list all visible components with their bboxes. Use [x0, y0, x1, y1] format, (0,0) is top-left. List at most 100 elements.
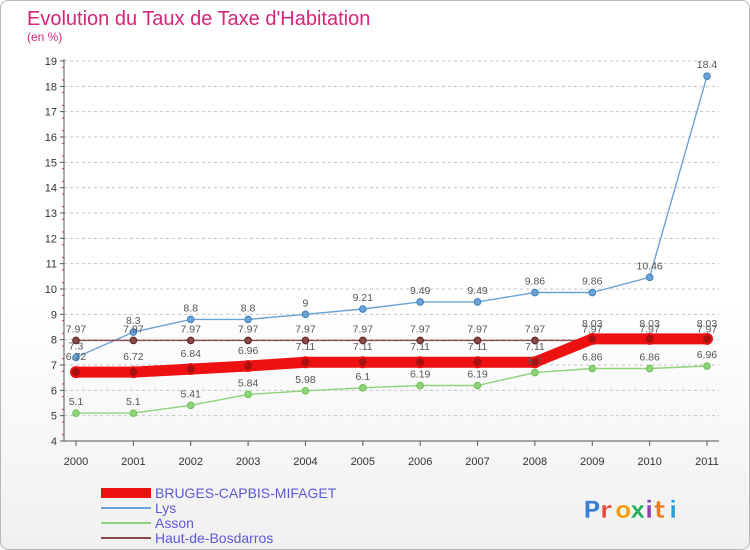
y-tick-label: 9: [51, 309, 57, 321]
data-label: 8.03: [697, 318, 718, 330]
data-point: [471, 356, 484, 369]
chart-subtitle: (en %): [27, 30, 62, 44]
data-point: [301, 310, 310, 319]
legend-label: BRUGES-CAPBIS-MIFAGET: [155, 485, 337, 501]
data-point: [72, 409, 80, 417]
data-label: 7.11: [468, 341, 488, 353]
data-point: [301, 387, 310, 395]
data-point: [528, 356, 541, 369]
data-point: [127, 366, 140, 379]
chart-title: Evolution du Taux de Taxe d'Habitation: [27, 8, 370, 30]
data-label: 18.4: [697, 59, 718, 71]
data-point: [701, 332, 713, 345]
data-label: 6.96: [238, 345, 259, 357]
data-label: 7.97: [353, 323, 374, 335]
y-tick-label: 8: [51, 335, 57, 347]
x-tick-label: 2004: [293, 456, 317, 468]
data-point: [703, 362, 711, 370]
y-tick-label: 4: [51, 436, 57, 448]
data-label: 6.7: [528, 356, 543, 368]
data-label: 6.84: [181, 348, 202, 360]
data-label: 7.97: [238, 323, 259, 335]
x-tick-label: 2002: [178, 456, 202, 468]
y-tick-label: 18: [45, 81, 57, 93]
data-point: [299, 356, 312, 369]
data-label: 6.1: [356, 371, 371, 383]
logo-letter: o: [615, 496, 632, 524]
y-tick-label: 12: [45, 233, 57, 245]
data-point: [416, 381, 424, 390]
series-line-bruges-capbis-mifaget: [70, 333, 713, 378]
data-label: 7.97: [123, 323, 144, 335]
data-label: 9.49: [410, 285, 431, 297]
y-tick-label: 11: [46, 259, 57, 271]
x-tick-label: 2011: [695, 456, 719, 468]
data-label: 9.86: [582, 276, 603, 288]
data-point: [645, 273, 654, 282]
data-label: 9: [303, 297, 309, 309]
data-point: [72, 336, 80, 345]
data-point: [531, 336, 539, 345]
data-label: 7.11: [353, 341, 373, 353]
data-label: 5.1: [69, 396, 84, 408]
x-tick-label: 2003: [236, 456, 260, 468]
y-tick-label: 15: [45, 157, 57, 169]
data-label: 6.19: [467, 369, 488, 381]
legend: BRUGES-CAPBIS-MIFAGETLysAssonHaut-de-Bos…: [101, 485, 337, 546]
legend-label: Asson: [155, 515, 194, 531]
data-point: [72, 353, 80, 362]
data-label: 8.8: [183, 302, 198, 314]
data-label: 6.72: [66, 351, 87, 363]
logo-letter: x: [630, 496, 646, 524]
data-label: 9.49: [467, 285, 488, 297]
x-tick-label: 2006: [408, 456, 432, 468]
data-label: 7.11: [296, 341, 316, 353]
data-label: 7.97: [639, 323, 660, 335]
data-point: [703, 72, 711, 80]
data-label-layer: 6.72 6.72 6.84 6.96 7.11 7.11 7.11 7.11 7.11 8.03…: [66, 59, 718, 408]
data-point: [416, 298, 424, 306]
x-tick-label: 2007: [465, 456, 489, 468]
data-point: [359, 384, 367, 392]
data-point: [473, 381, 482, 390]
data-label: 10.46: [636, 260, 662, 272]
data-label: 7.97: [525, 323, 546, 335]
y-tick-label: 17: [45, 107, 57, 119]
data-label: 5.84: [238, 377, 259, 389]
data-point: [356, 356, 369, 369]
data-point: [186, 315, 195, 324]
data-point: [473, 298, 482, 306]
x-tick-label: 2008: [523, 456, 547, 468]
y-tick-label: 10: [45, 284, 57, 296]
series-line-lys: [75, 75, 708, 359]
data-label: 7.97: [66, 323, 87, 335]
data-point: [645, 364, 654, 373]
data-point: [244, 390, 252, 399]
data-label: 9.86: [525, 276, 546, 288]
x-tick-label: 2009: [580, 456, 604, 468]
data-point: [643, 332, 656, 345]
data-point: [586, 332, 599, 345]
x-tick-label: 2000: [64, 456, 88, 468]
logo-letter: i: [669, 496, 677, 524]
x-tick-label: 2001: [121, 456, 145, 468]
data-point: [70, 366, 82, 379]
data-label: 6.86: [582, 352, 603, 364]
data-label: 9.21: [353, 292, 374, 304]
data-label: 7.97: [295, 323, 316, 335]
data-label: 8.8: [241, 302, 256, 314]
y-tick-label: 14: [45, 183, 57, 195]
data-point: [414, 356, 427, 369]
logo-letter: t: [654, 496, 665, 524]
data-label: 6.19: [410, 369, 431, 381]
legend-label: Lys: [155, 500, 176, 516]
data-point: [184, 363, 197, 376]
data-label: 7.11: [410, 341, 430, 353]
data-point: [531, 368, 539, 377]
data-point: [473, 336, 482, 345]
data-point: [588, 364, 597, 373]
x-tick-label: 2005: [351, 456, 375, 468]
y-tick-label: 13: [45, 208, 57, 220]
